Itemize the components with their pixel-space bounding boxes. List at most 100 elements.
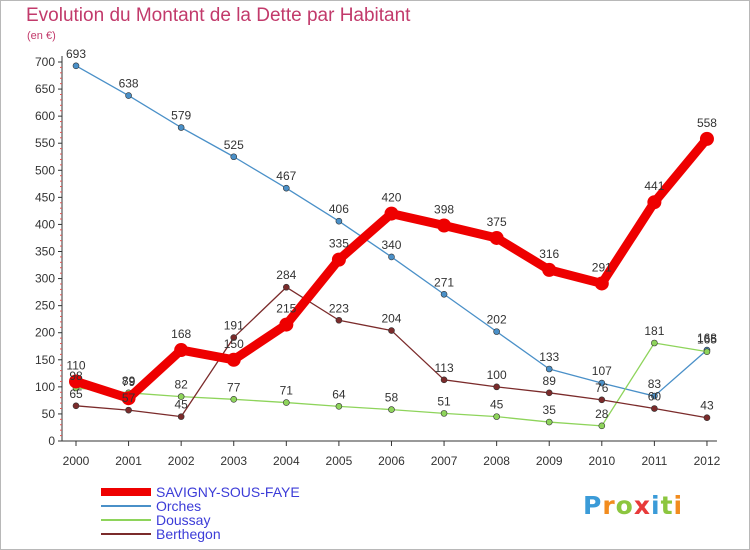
data-label: 375 [487, 215, 507, 229]
y-tick-label: 700 [35, 55, 55, 69]
data-label: 316 [539, 247, 559, 261]
legend-swatch [101, 533, 151, 535]
x-tick-label: 2000 [63, 454, 90, 468]
logo-letter: i [673, 491, 684, 520]
series-savigny-sous-faye [69, 131, 714, 406]
data-point [388, 253, 395, 261]
data-label: 76 [595, 381, 609, 395]
data-label: 150 [224, 337, 244, 351]
data-point [647, 195, 662, 210]
data-label: 64 [332, 387, 346, 401]
data-label: 77 [227, 380, 241, 394]
series-berthegon [72, 283, 711, 422]
data-label: 89 [122, 374, 136, 388]
data-label: 525 [224, 138, 244, 152]
y-tick-label: 0 [48, 434, 55, 448]
series-line [71, 134, 712, 403]
data-label: 223 [329, 301, 349, 315]
data-point [493, 413, 500, 420]
data-label: 89 [543, 374, 557, 388]
series-doussay [72, 339, 711, 430]
logo-letter: x [633, 491, 651, 520]
data-point [545, 389, 553, 397]
data-point [121, 391, 136, 406]
x-tick-label: 2002 [168, 454, 195, 468]
data-point [226, 352, 241, 367]
data-label: 82 [174, 378, 188, 392]
data-point [703, 414, 711, 422]
data-label: 79 [122, 375, 136, 389]
legend-label: Berthegon [156, 526, 221, 542]
y-tick-label: 600 [35, 109, 55, 123]
logo-letter: o [615, 491, 634, 520]
data-label: 28 [595, 407, 609, 421]
data-point [437, 218, 452, 233]
data-point [177, 413, 185, 420]
data-point [651, 392, 658, 400]
data-label: 43 [700, 399, 714, 413]
data-point [440, 376, 448, 384]
logo-letter: r [602, 491, 616, 520]
data-point [598, 379, 606, 387]
data-point [699, 131, 714, 146]
data-label: 45 [174, 398, 188, 412]
data-point [331, 252, 346, 267]
data-label: 65 [69, 387, 83, 401]
data-point [598, 396, 606, 404]
data-label: 83 [648, 377, 662, 391]
data-label: 191 [224, 319, 244, 333]
data-label: 113 [434, 361, 453, 375]
data-point [177, 393, 185, 400]
data-label: 57 [122, 391, 136, 405]
data-label: 60 [648, 390, 662, 404]
data-point [651, 405, 658, 412]
data-labels: 693 638 579 525 467 406 340 271 202 133 107 83 168 98… [66, 47, 717, 421]
x-tick-label: 2012 [694, 454, 721, 468]
data-point [283, 399, 290, 406]
data-label: 133 [539, 350, 559, 364]
data-point [440, 410, 448, 417]
data-label: 202 [487, 313, 507, 327]
legend-swatch [101, 488, 151, 496]
x-tick-label: 2008 [483, 454, 510, 468]
data-point [489, 230, 504, 245]
legend-label: Orches [156, 498, 202, 514]
data-point [230, 153, 238, 161]
x-tick-label: 2005 [326, 454, 353, 468]
data-point [545, 418, 553, 426]
series-orches [72, 62, 711, 400]
data-label: 638 [119, 77, 139, 91]
x-tick-label: 2010 [588, 454, 615, 468]
data-point [72, 402, 80, 410]
legend-label: SAVIGNY-SOUS-FAYE [156, 484, 300, 500]
data-label: 100 [487, 368, 507, 382]
data-label: 35 [543, 403, 557, 417]
legend-swatch [101, 505, 151, 507]
data-point [230, 334, 238, 341]
y-tick-label: 550 [35, 136, 55, 150]
data-label: 441 [644, 179, 664, 193]
data-point [335, 316, 343, 324]
logo-letter: i [651, 491, 661, 520]
data-point [125, 406, 132, 414]
logo-letter: P [583, 491, 603, 520]
data-label: 215 [276, 302, 296, 316]
data-label: 107 [592, 364, 612, 378]
data-point [440, 290, 448, 298]
data-point [388, 327, 395, 334]
data-point [493, 328, 500, 335]
data-label: 181 [644, 324, 664, 338]
data-label: 335 [329, 237, 349, 251]
data-label: 340 [381, 238, 401, 252]
data-point [703, 348, 711, 355]
data-point [545, 365, 553, 373]
data-label: 558 [697, 116, 717, 130]
data-label: 51 [437, 394, 451, 408]
data-point [335, 403, 343, 410]
y-tick-label: 200 [35, 326, 55, 340]
data-point [174, 343, 189, 358]
legend-label: Doussay [156, 512, 211, 528]
logo-letter: t [660, 491, 674, 520]
